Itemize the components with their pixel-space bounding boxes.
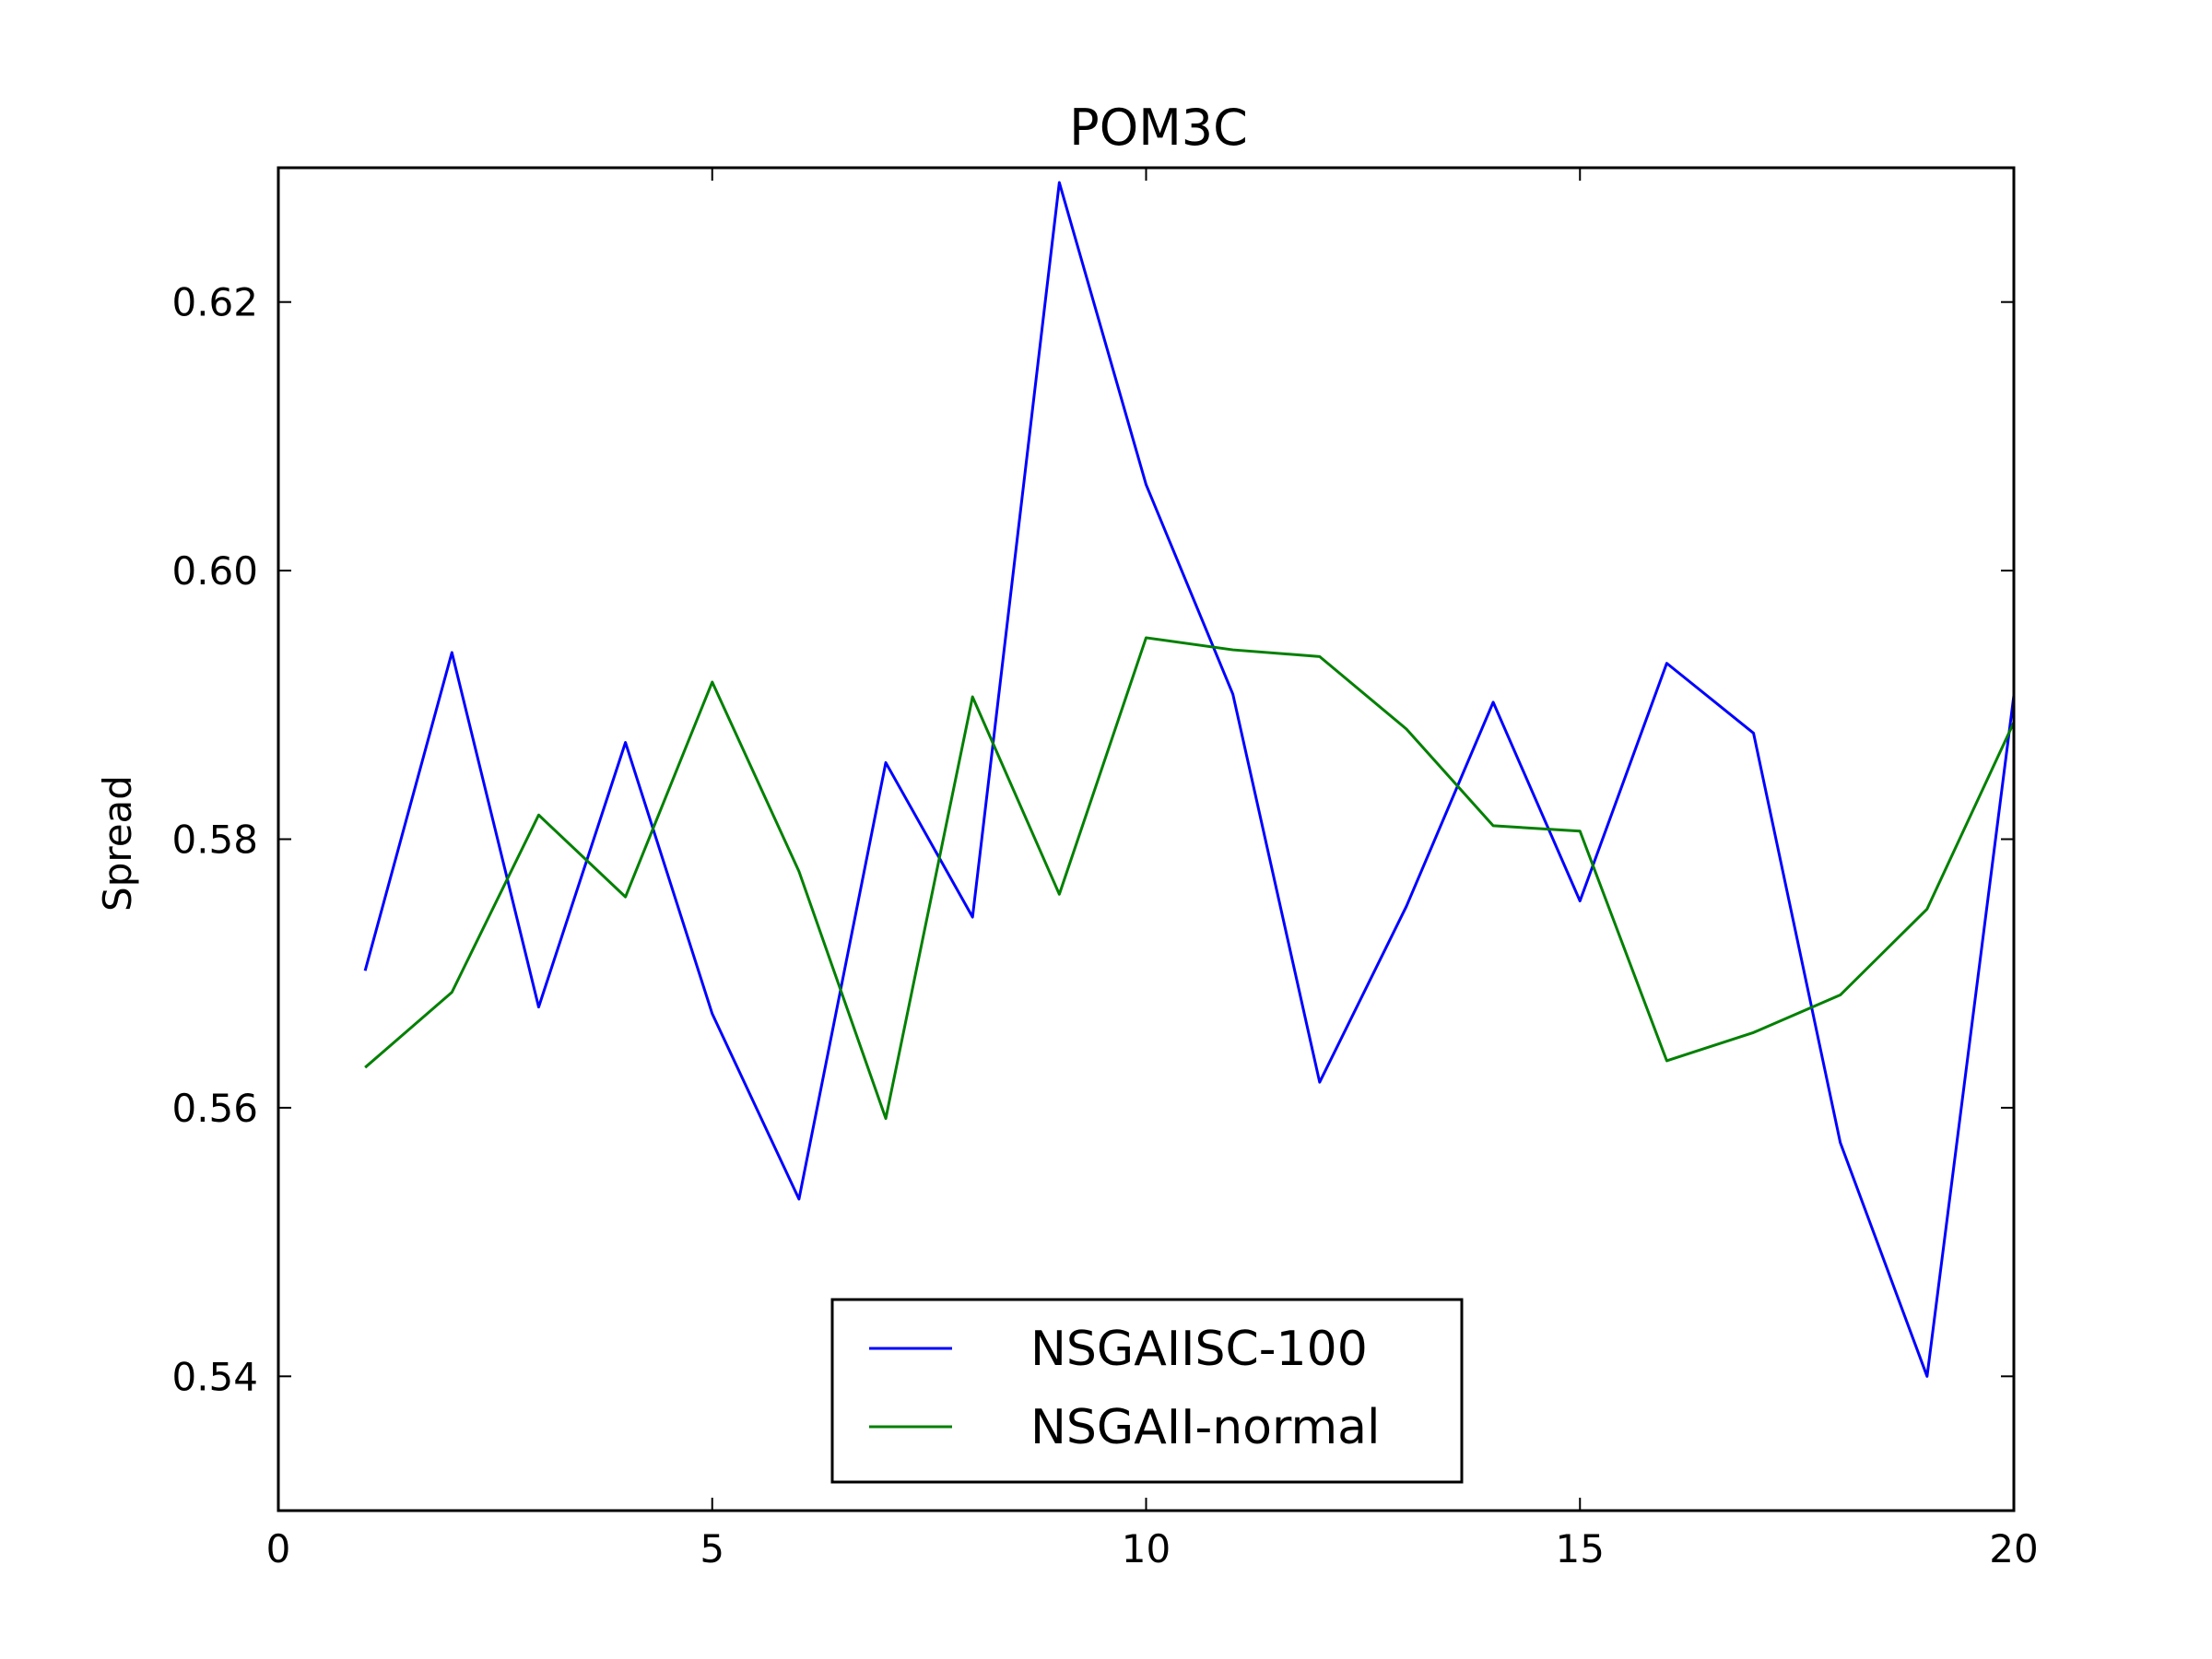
legend-label-nsgaiisc-100: NSGAIISC-100 (1030, 1322, 1368, 1377)
plot-frame (276, 166, 2016, 1512)
x-tick-label: 5 (700, 1526, 724, 1571)
y-axis-label: Spread (95, 775, 140, 912)
x-tick-label: 10 (1122, 1526, 1171, 1571)
legend-label-nsgaii-normal: NSGAII-normal (1030, 1400, 1380, 1455)
y-tick-label: 0.54 (171, 1354, 258, 1399)
y-tick-label: 0.56 (171, 1086, 258, 1131)
legend: NSGAIISC-100 NSGAII-normal (830, 1298, 1464, 1484)
chart-title: POM3C (1069, 99, 1248, 157)
x-tick-label: 15 (1556, 1526, 1605, 1571)
y-tick-label: 0.62 (171, 280, 258, 325)
x-tick-label: 0 (266, 1526, 291, 1571)
axis-ticks: 0 5 10 15 20 0.54 0.56 0.58 0.60 0.62 (171, 168, 2039, 1571)
legend-box (830, 1298, 1464, 1484)
y-tick-label: 0.58 (171, 818, 258, 863)
series-lines (363, 181, 2016, 1378)
y-tick-label: 0.60 (171, 548, 258, 594)
x-tick-label: 20 (1989, 1526, 2038, 1571)
series-line-nsgaii-normal (364, 636, 2016, 1121)
series-line-nsgaiisc-100 (363, 181, 2016, 1378)
